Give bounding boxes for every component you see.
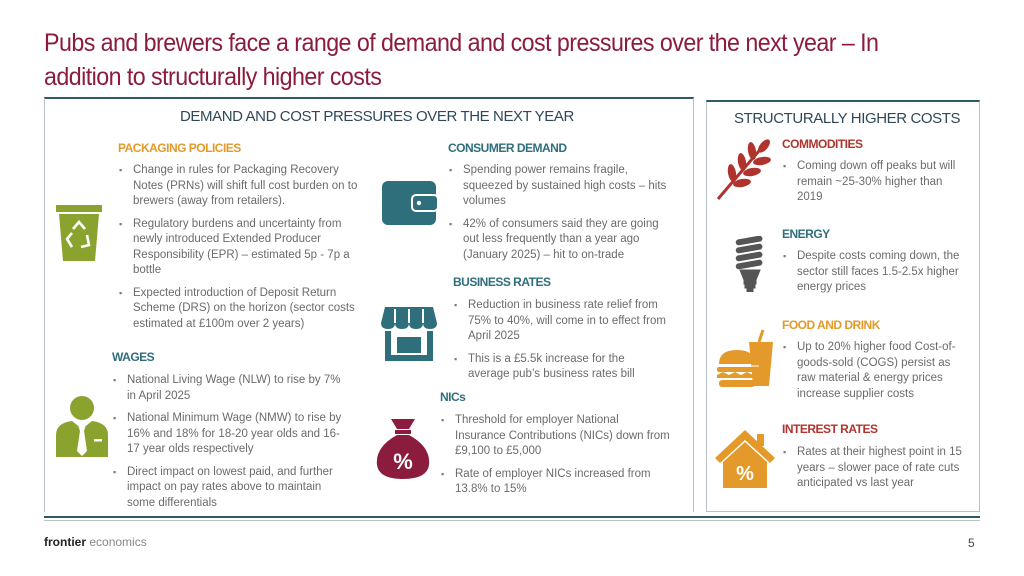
house-percent-icon: % <box>713 428 777 490</box>
footer-divider <box>44 516 980 518</box>
worker-icon <box>52 395 112 457</box>
brand-light: economics <box>89 535 147 549</box>
wages-bullet: National Living Wage (NLW) to rise by 7%… <box>112 373 344 404</box>
svg-text:%: % <box>736 463 754 485</box>
svg-text:%: % <box>393 449 413 474</box>
wallet-icon <box>382 177 438 227</box>
business-rates-bullets: Reduction in business rate relief from 7… <box>453 298 668 390</box>
interest-rates-heading: INTEREST RATES <box>782 422 878 436</box>
money-bag-percent-icon: % <box>373 417 433 479</box>
packaging-heading: PACKAGING POLICIES <box>118 141 241 155</box>
interest-rates-bullet: Rates at their highest point in 15 years… <box>782 445 972 492</box>
wages-heading: WAGES <box>112 350 155 364</box>
food-drink-bullets: Up to 20% higher food Cost-of-goods-sold… <box>782 340 966 409</box>
wages-bullet: Direct impact on lowest paid, and furthe… <box>112 465 344 512</box>
nics-heading: NICs <box>440 390 466 404</box>
energy-heading: ENERGY <box>782 227 830 241</box>
demand-cost-panel <box>44 97 694 512</box>
wages-bullets: National Living Wage (NLW) to rise by 7%… <box>112 373 344 518</box>
packaging-bullet: Expected introduction of Deposit Return … <box>118 286 366 333</box>
demand-cost-heading: DEMAND AND COST PRESSURES OVER THE NEXT … <box>180 108 574 125</box>
nics-bullets: Threshold for employer National Insuranc… <box>440 413 672 505</box>
shop-icon <box>381 305 437 361</box>
commodities-bullets: Coming down off peaks but will remain ~2… <box>782 159 962 213</box>
burger-drink-icon <box>715 328 777 390</box>
wheat-icon <box>712 137 774 203</box>
packaging-bullet: Change in rules for Packaging Recovery N… <box>118 163 366 210</box>
brand-bold: frontier <box>44 535 86 549</box>
commodities-bullet: Coming down off peaks but will remain ~2… <box>782 159 962 206</box>
consumer-demand-bullets: Spending power remains fragile, squeezed… <box>448 163 676 270</box>
interest-rates-bullets: Rates at their highest point in 15 years… <box>782 445 972 499</box>
nics-bullet: Rate of employer NICs increased from 13.… <box>440 467 672 498</box>
business-rates-bullet: This is a £5.5k increase for the average… <box>453 352 668 383</box>
packaging-bullets: Change in rules for Packaging Recovery N… <box>118 163 366 339</box>
energy-bullet: Despite costs coming down, the sector st… <box>782 249 964 296</box>
recycling-bin-icon <box>54 205 104 261</box>
nics-bullet: Threshold for employer National Insuranc… <box>440 413 672 460</box>
consumer-demand-bullet: Spending power remains fragile, squeezed… <box>448 163 676 210</box>
footer-divider-thin <box>44 520 980 521</box>
consumer-demand-bullet: 42% of consumers said they are going out… <box>448 217 676 264</box>
packaging-bullet: Regulatory burdens and uncertainty from … <box>118 217 366 279</box>
energy-bulb-icon <box>732 236 768 292</box>
consumer-demand-heading: CONSUMER DEMAND <box>448 141 567 155</box>
food-drink-bullet: Up to 20% higher food Cost-of-goods-sold… <box>782 340 966 402</box>
page-number: 5 <box>968 536 975 550</box>
brand-logo: frontier economics <box>44 535 147 549</box>
wages-bullet: National Minimum Wage (NMW) to rise by 1… <box>112 411 344 458</box>
structural-costs-heading: STRUCTURALLY HIGHER COSTS <box>734 110 961 127</box>
page-title: Pubs and brewers face a range of demand … <box>44 29 879 91</box>
food-drink-heading: FOOD AND DRINK <box>782 318 880 332</box>
commodities-heading: COMMODITIES <box>782 137 863 151</box>
business-rates-bullet: Reduction in business rate relief from 7… <box>453 298 668 345</box>
business-rates-heading: BUSINESS RATES <box>453 275 551 289</box>
structural-costs-panel <box>706 100 980 512</box>
energy-bullets: Despite costs coming down, the sector st… <box>782 249 964 303</box>
